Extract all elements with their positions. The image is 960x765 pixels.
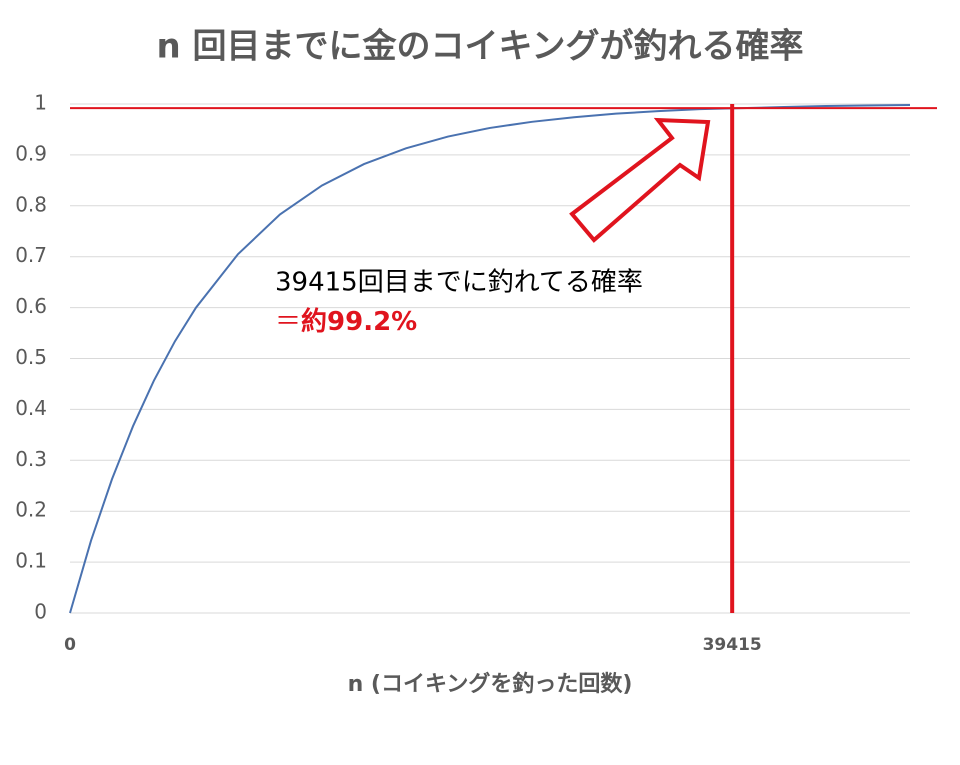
y-tick-label: 1: [34, 91, 47, 115]
y-tick-label: 0.5: [15, 345, 47, 369]
plot-area: 0 0.1 0.2 0.3 0.4 0.5 0.6 0.7 0.8 0.9 1 0 39415: [15, 91, 937, 655]
annotation-value: ＝約99.2%: [275, 306, 417, 337]
y-tick-label: 0.3: [15, 447, 47, 471]
y-tick-label: 0.2: [15, 498, 47, 522]
y-tick-label: 0: [34, 600, 47, 624]
data-line: [69, 104, 911, 614]
y-tick-label: 0.7: [15, 243, 47, 267]
annotation-prefix: ＝: [275, 307, 301, 337]
chart-title: n 回目までに金のコイキングが釣れる確率: [156, 27, 803, 67]
annotation-text: 39415回目までに釣れてる確率: [275, 268, 643, 298]
y-tick-label: 0.1: [15, 549, 47, 573]
annotation-highlight: 約99.2%: [301, 306, 417, 337]
y-tick-label: 0.6: [15, 294, 47, 318]
x-tick-label: 0: [64, 635, 76, 655]
x-tick-label: 39415: [703, 635, 762, 655]
arrow: [569, 117, 711, 243]
y-tick-label: 0.9: [15, 141, 47, 165]
x-axis-title: n (コイキングを釣った回数): [348, 671, 633, 697]
y-tick-label: 0.4: [15, 396, 47, 420]
y-tick-label: 0.8: [15, 192, 47, 216]
